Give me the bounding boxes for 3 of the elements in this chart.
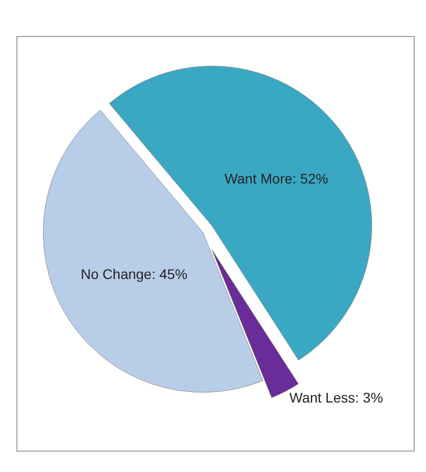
slice-label: Want Less: 3% xyxy=(289,390,384,406)
slice-label: Want More: 52% xyxy=(224,170,328,186)
slice-label: No Change: 45% xyxy=(80,266,188,282)
